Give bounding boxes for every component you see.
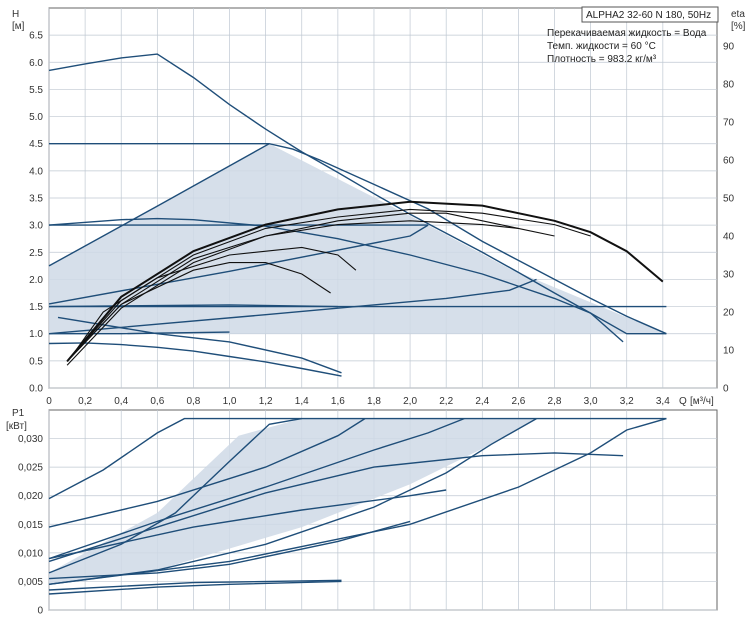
efficiency-curve-4 xyxy=(66,200,664,363)
temperature-label: Темп. жидкости = 60 °C xyxy=(547,41,656,52)
x-tick-label: 0,6 xyxy=(150,396,164,407)
head-curve-7 xyxy=(48,342,342,377)
head-curve-10 xyxy=(48,224,429,305)
power-curve-8 xyxy=(48,580,342,595)
x-tick-label: 2,8 xyxy=(548,396,562,407)
x-tick-label: 1,6 xyxy=(331,396,345,407)
efficiency-curve-5 xyxy=(66,208,591,362)
power-curve-4 xyxy=(48,417,302,574)
p1-tick-label: 0,015 xyxy=(18,520,43,531)
h-tick-label: 5.0 xyxy=(29,112,43,123)
eta-tick-label: 50 xyxy=(723,194,735,205)
p1-axis-unit: [кВт] xyxy=(6,421,27,432)
eta-axis-unit: [%] xyxy=(731,21,746,32)
power-curve-3 xyxy=(48,417,465,560)
head-operating-region xyxy=(49,143,667,334)
model-label: ALPHA2 32-60 N 180, 50Hz xyxy=(586,10,711,21)
x-tick-label: 1,2 xyxy=(259,396,273,407)
power-curve-9 xyxy=(48,579,342,591)
power-panel: 0 0,005 0,010 0,015 0,020 0,025 0,030 P1 [кВт] xyxy=(6,408,718,617)
eta-tick-label: 60 xyxy=(723,156,735,167)
p1-tick-label: 0,005 xyxy=(18,577,43,588)
h-axis-unit: [м] xyxy=(12,21,25,32)
x-tick-label: 1,0 xyxy=(223,396,237,407)
eta-tick-label: 30 xyxy=(723,270,735,281)
efficiency-curve-6 xyxy=(66,212,519,366)
h-tick-label: 2.5 xyxy=(29,248,43,259)
p1-tick-label: 0,010 xyxy=(18,548,43,559)
head-curve-8 xyxy=(57,316,342,374)
head-curve-12 xyxy=(48,304,338,308)
x-tick-label: 0,8 xyxy=(186,396,200,407)
head-curve-9 xyxy=(48,142,667,335)
h-tick-label: 4.0 xyxy=(29,166,43,177)
x-tick-label: 0,2 xyxy=(78,396,92,407)
efficiency-curve-1 xyxy=(70,246,357,358)
head-curve-6 xyxy=(49,331,230,335)
head-curve-3 xyxy=(48,217,624,343)
efficiency-curve-3 xyxy=(66,220,555,362)
x-axis-label: Q xyxy=(679,396,687,407)
x-axis-unit: [м³/ч] xyxy=(690,396,714,407)
h-tick-label: 1.0 xyxy=(29,329,43,340)
power-curve-2 xyxy=(48,418,366,528)
x-tick-label: 3,2 xyxy=(620,396,634,407)
eta-tick-label: 40 xyxy=(723,232,735,243)
head-curve-11 xyxy=(48,278,537,335)
p1-tick-label: 0,025 xyxy=(18,463,43,474)
density-label: Плотность = 983.2 кг/м³ xyxy=(547,54,657,65)
power-curve-10 xyxy=(48,489,447,560)
power-curve-11 xyxy=(48,520,411,580)
p1-tick-label: 0 xyxy=(37,606,43,617)
h-tick-label: 0.0 xyxy=(29,384,43,395)
power-operating-region xyxy=(49,418,537,585)
x-tick-label: 3,4 xyxy=(656,396,670,407)
h-tick-label: 3.5 xyxy=(29,194,43,205)
x-tick-label: 1,8 xyxy=(367,396,381,407)
h-tick-label: 5.5 xyxy=(29,85,43,96)
h-tick-label: 2.0 xyxy=(29,275,43,286)
liquid-label: Перекачиваемая жидкость = Вода xyxy=(547,28,707,39)
eta-tick-label: 80 xyxy=(723,80,735,91)
x-tick-label: 0,4 xyxy=(114,396,128,407)
x-tick-label: 2,0 xyxy=(403,396,417,407)
power-curve-7 xyxy=(48,452,624,563)
eta-tick-label: 90 xyxy=(723,42,735,53)
p1-tick-label: 0,020 xyxy=(18,491,43,502)
p1-tick-label: 0,030 xyxy=(18,434,43,445)
x-tick-label: 3,0 xyxy=(584,396,598,407)
h-tick-label: 6.5 xyxy=(29,31,43,42)
x-tick-label: 2,6 xyxy=(511,396,525,407)
eta-tick-label: 0 xyxy=(723,384,729,395)
h-axis-label: H xyxy=(12,9,19,20)
x-tick-label: 0 xyxy=(46,396,52,407)
h-tick-label: 0.5 xyxy=(29,356,43,367)
eta-tick-label: 10 xyxy=(723,346,735,357)
head-efficiency-panel: 0 0,2 0,4 0,6 0,8 1,0 1,2 1,4 1,6 1,8 2,0 2,2 2,4 2,6… xyxy=(12,7,746,407)
head-curve-1 xyxy=(48,53,667,335)
eta-axis-label: eta xyxy=(731,9,745,20)
p1-axis-label: P1 xyxy=(12,408,25,419)
eta-tick-label: 20 xyxy=(723,308,735,319)
x-tick-label: 1,4 xyxy=(295,396,309,407)
eta-tick-label: 70 xyxy=(723,118,735,129)
x-tick-label: 2,4 xyxy=(475,396,489,407)
power-curve-1 xyxy=(48,417,667,500)
power-curve-6 xyxy=(48,417,667,585)
h-tick-label: 1.5 xyxy=(29,302,43,313)
h-tick-label: 6.0 xyxy=(29,58,43,69)
model-box xyxy=(581,6,719,23)
h-tick-label: 3.0 xyxy=(29,221,43,232)
x-tick-label: 2,2 xyxy=(439,396,453,407)
h-tick-label: 4.5 xyxy=(29,139,43,150)
